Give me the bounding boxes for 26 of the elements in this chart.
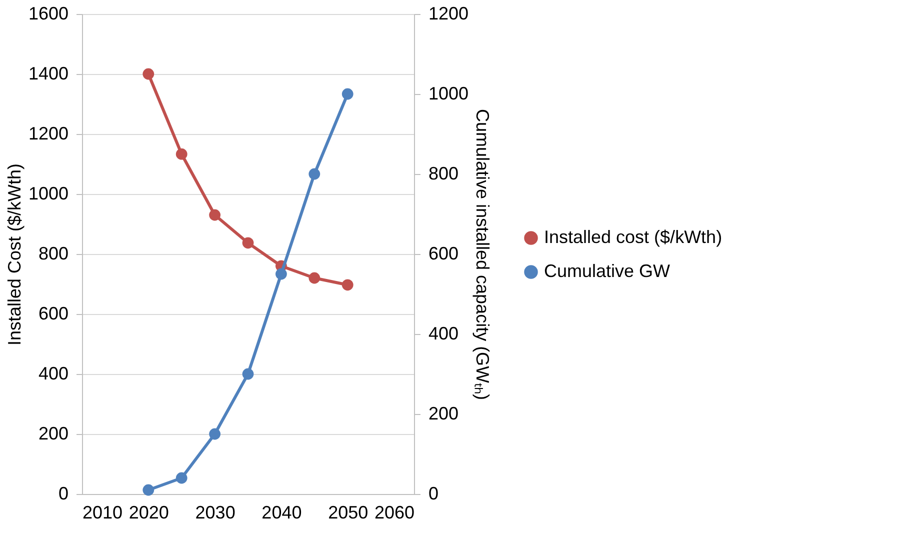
x-tick-label: 2060 [374,502,414,522]
y-tick-label: 1200 [28,124,68,144]
y-axis-title: Installed Cost ($/kWth) [4,163,24,346]
y2-tick-label: 600 [428,244,459,264]
y-tick-label: 400 [38,364,68,384]
y-tick-label: 200 [38,424,68,444]
y-tick-label: 0 [58,484,68,504]
y2-tick-label: 200 [428,404,459,424]
y-tick-label: 1600 [28,4,68,24]
y2-tick-label: 0 [428,484,439,504]
x-tick-label: 2050 [328,502,368,522]
y2-axis-title: Cumulative installed capacity (GWₜₕ) [472,108,493,400]
y-tick-label: 1000 [28,184,68,204]
x-tick-label: 2010 [82,502,123,522]
y2-tick-label: 1200 [428,4,469,24]
x-tick-label: 2040 [262,502,302,522]
legend-label: Installed cost ($/kWth) [544,227,722,247]
y-tick-label: 1400 [28,64,68,84]
y-tick-label: 800 [38,244,68,264]
y2-tick-label: 1000 [428,84,469,104]
y2-tick-label: 800 [428,164,459,184]
y-tick-label: 600 [38,304,68,324]
legend-label: Cumulative GW [544,261,670,281]
x-tick-label: 2030 [195,502,236,522]
y2-tick-label: 400 [428,324,459,344]
x-tick-label: 2020 [128,502,169,522]
